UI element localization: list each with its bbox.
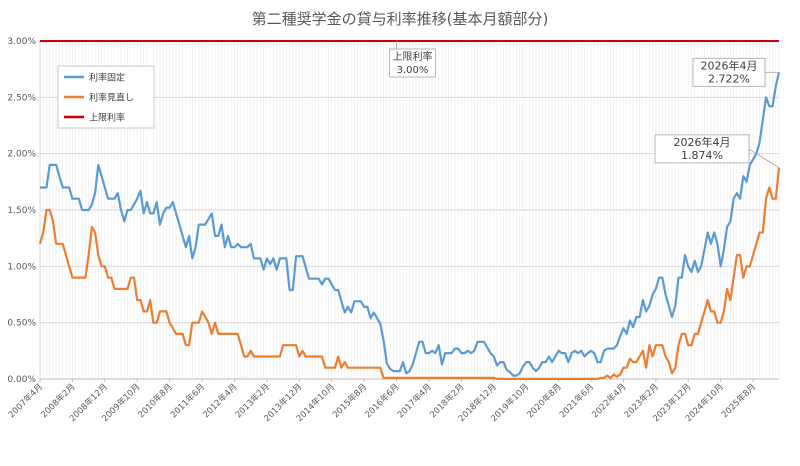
- y-tick-label: 3.00%: [7, 37, 36, 47]
- callout-value: 2.722%: [708, 72, 750, 85]
- callout-label: 2026年4月: [674, 135, 731, 149]
- callout-leader: [748, 148, 780, 169]
- callout-box: [654, 134, 750, 164]
- callout-box: [389, 48, 436, 78]
- callout-box: [692, 57, 766, 87]
- series-line: [38, 167, 781, 380]
- callout-label: 2026年4月: [701, 58, 758, 72]
- y-tick-label: 2.00%: [7, 150, 36, 160]
- y-tick-label: 0.00%: [7, 375, 36, 385]
- y-axis: 0.00% 0.50% 1.00% 1.50% 2.00% 2.50% 3.00%: [7, 37, 36, 385]
- y-tick-label: 1.50%: [7, 206, 36, 216]
- chart-title: 第二種奨学金の貸与利率推移(基本月額部分): [252, 10, 549, 28]
- series-lines: [38, 40, 781, 380]
- grid-lines: [39, 40, 780, 380]
- callout-value: 3.00%: [397, 65, 429, 76]
- callout-value: 1.874%: [681, 149, 723, 162]
- x-tick-label: 2025年8月: [719, 381, 758, 420]
- legend-label: 上限利率: [89, 112, 125, 124]
- series-line: [40, 72, 781, 377]
- callout: 上限利率 3.00%: [389, 41, 436, 78]
- y-tick-label: 1.00%: [7, 262, 36, 272]
- callout-label: 上限利率: [393, 50, 433, 63]
- legend-label: 利率固定: [89, 72, 125, 84]
- legend-label: 利率見直し: [89, 92, 134, 104]
- y-tick-label: 2.50%: [7, 93, 36, 103]
- y-tick-label: 0.50%: [7, 319, 36, 329]
